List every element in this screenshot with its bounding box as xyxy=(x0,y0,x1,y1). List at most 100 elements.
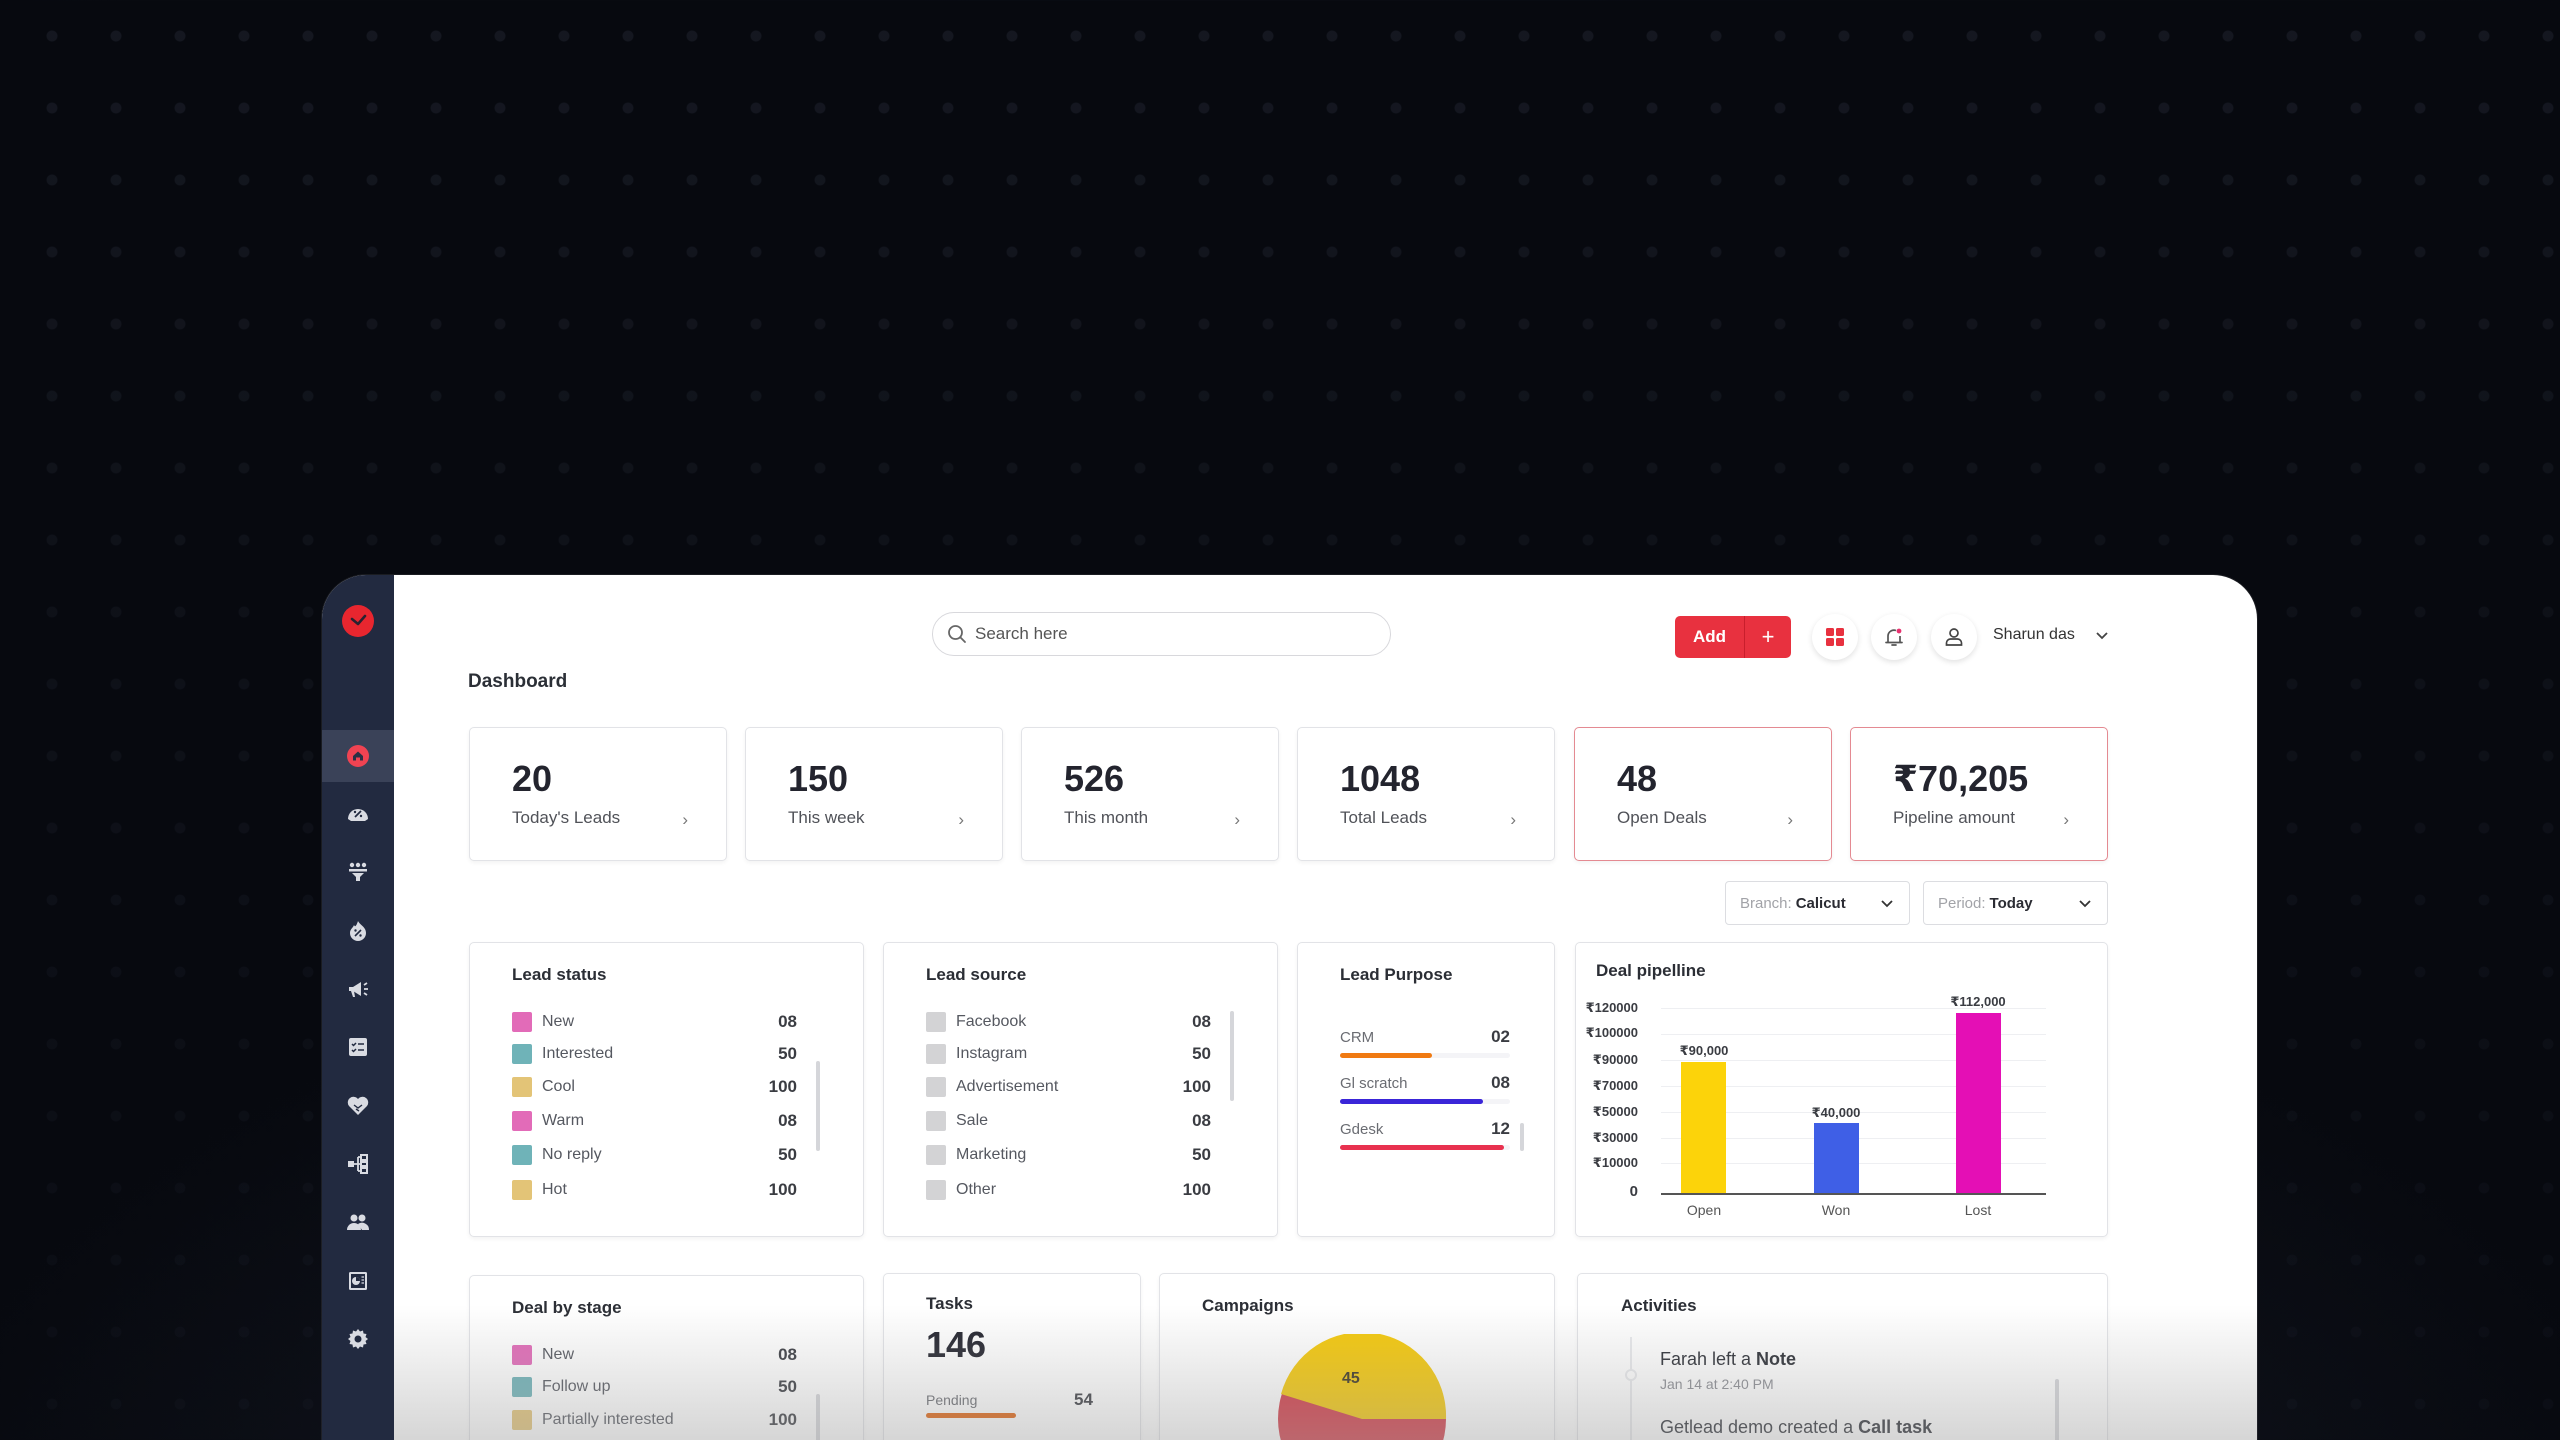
scrollbar[interactable] xyxy=(2055,1379,2059,1440)
card-title: Deal by stage xyxy=(512,1298,622,1317)
legend-item[interactable]: New 08 xyxy=(512,1344,797,1366)
legend-swatch xyxy=(926,1044,946,1064)
sidebar-item-tasks[interactable] xyxy=(322,1021,394,1073)
y-tick: 0 xyxy=(1629,1183,1638,1200)
stat-card-this-month[interactable]: 526 This month › xyxy=(1021,727,1279,861)
legend-swatch xyxy=(512,1410,532,1430)
sidebar-item-customers[interactable] xyxy=(322,1080,394,1132)
purpose-item[interactable]: Gdesk 12 xyxy=(1340,1119,1510,1150)
legend-item[interactable]: Hot 100 xyxy=(512,1179,797,1201)
sidebar-item-users[interactable] xyxy=(322,1196,394,1248)
sidebar-item-reports[interactable] xyxy=(322,1255,394,1307)
stat-card-total-leads[interactable]: 1048 Total Leads › xyxy=(1297,727,1555,861)
checklist-icon xyxy=(349,1038,367,1056)
period-select[interactable]: Period: Today xyxy=(1923,881,2108,925)
report-icon xyxy=(349,1272,367,1290)
timeline-dot xyxy=(1625,1369,1637,1381)
legend-item[interactable]: Sale 08 xyxy=(926,1110,1211,1132)
scrollbar[interactable] xyxy=(816,1061,820,1151)
org-chart-icon xyxy=(348,1154,368,1174)
add-button[interactable]: Add + xyxy=(1675,616,1791,658)
stat-label: Today's Leads xyxy=(512,808,621,827)
legend-item[interactable]: Partially interested 100 xyxy=(512,1409,797,1431)
y-tick: ₹120000 xyxy=(1585,1000,1638,1015)
activity-item[interactable]: Farah left a Note Jan 14 at 2:40 PM xyxy=(1660,1349,1796,1392)
legend-item[interactable]: No reply 50 xyxy=(512,1144,797,1166)
tasks-pending-label: Pending xyxy=(926,1392,978,1408)
deal-by-stage-card: Deal by stage New 08 Follow up 50 Partiall… xyxy=(469,1275,864,1440)
stat-value: 20 xyxy=(512,758,553,799)
legend-swatch xyxy=(926,1180,946,1200)
activity-text: Farah left a Note xyxy=(1660,1349,1797,1369)
purpose-item[interactable]: Gl scratch 08 xyxy=(1340,1073,1510,1104)
sidebar-item-deals[interactable] xyxy=(322,905,394,957)
tasks-pending-value: 54 xyxy=(1074,1390,1093,1409)
chevron-right-icon: › xyxy=(2063,810,2069,829)
legend-item[interactable]: Follow up 50 xyxy=(512,1376,797,1398)
y-tick: ₹90000 xyxy=(1592,1052,1638,1067)
chevron-right-icon: › xyxy=(1510,810,1516,829)
scrollbar[interactable] xyxy=(816,1394,820,1440)
legend-value: 100 xyxy=(1182,1180,1211,1199)
user-name[interactable]: Sharun das xyxy=(1993,626,2075,643)
scrollbar[interactable] xyxy=(1520,1123,1524,1151)
bar-lost[interactable] xyxy=(1956,1013,2001,1193)
legend-item[interactable]: Marketing 50 xyxy=(926,1144,1211,1166)
legend-swatch xyxy=(512,1111,532,1131)
chevron-down-icon[interactable] xyxy=(2094,627,2110,643)
scrollbar[interactable] xyxy=(1230,1011,1234,1101)
sidebar-item-dashboard[interactable] xyxy=(322,788,394,840)
bar-won[interactable] xyxy=(1814,1123,1859,1193)
purpose-label: Gl scratch xyxy=(1340,1075,1408,1092)
legend-swatch xyxy=(926,1077,946,1097)
legend-value: 100 xyxy=(768,1410,797,1429)
stat-card-pipeline-amount[interactable]: ₹70,205 Pipeline amount › xyxy=(1850,727,2108,861)
purpose-label: CRM xyxy=(1340,1029,1375,1046)
stat-card-todays-leads[interactable]: 20 Today's Leads › xyxy=(469,727,727,861)
apps-grid-button[interactable] xyxy=(1812,614,1858,660)
bar-open[interactable] xyxy=(1681,1062,1726,1193)
campaigns-pie-chart[interactable] xyxy=(1277,1334,1447,1440)
legend-item[interactable]: Instagram 50 xyxy=(926,1043,1211,1065)
legend-item[interactable]: Advertisement 100 xyxy=(926,1076,1211,1098)
legend-item[interactable]: Other 100 xyxy=(926,1179,1211,1201)
sidebar-item-leads-funnel[interactable] xyxy=(322,846,394,898)
legend-item[interactable]: New 08 xyxy=(512,1011,797,1033)
sidebar-item-hierarchy[interactable] xyxy=(322,1138,394,1190)
y-tick: ₹50000 xyxy=(1592,1104,1638,1119)
handshake-heart-icon xyxy=(347,1096,369,1115)
search-bar[interactable] xyxy=(932,612,1391,656)
user-profile-button[interactable] xyxy=(1931,614,1977,660)
legend-item[interactable]: Facebook 08 xyxy=(926,1011,1211,1033)
campaigns-card: Campaigns 45 xyxy=(1159,1273,1555,1440)
activity-time: Jan 14 at 2:40 PM xyxy=(1660,1376,1774,1392)
user-icon xyxy=(1945,628,1963,646)
app-logo[interactable] xyxy=(342,605,374,637)
sidebar-item-campaigns[interactable] xyxy=(322,963,394,1015)
legend-label: Sale xyxy=(956,1112,989,1129)
legend-label: No reply xyxy=(542,1146,602,1163)
sidebar-item-settings[interactable] xyxy=(322,1313,394,1365)
notifications-button[interactable] xyxy=(1871,614,1917,660)
sidebar-item-home[interactable] xyxy=(322,730,394,782)
stat-label: Total Leads xyxy=(1340,808,1427,827)
legend-item[interactable]: Warm 08 xyxy=(512,1110,797,1132)
branch-select[interactable]: Branch: Calicut xyxy=(1725,881,1910,925)
lead-status-card: Lead status New 08 Interested 50 Cool 100 W… xyxy=(469,942,864,1237)
legend-value: 08 xyxy=(778,1345,797,1364)
branch-select-value: Calicut xyxy=(1795,894,1846,912)
search-icon xyxy=(948,625,966,643)
search-input[interactable] xyxy=(975,624,1355,644)
card-title: Lead source xyxy=(926,965,1027,984)
legend-item[interactable]: Cool 100 xyxy=(512,1076,797,1098)
legend-value: 100 xyxy=(768,1180,797,1199)
progress-bar xyxy=(1340,1099,1483,1104)
page-title: Dashboard xyxy=(468,671,568,692)
activity-item[interactable]: Getlead demo created a Call task xyxy=(1660,1417,1932,1438)
timeline-line xyxy=(1630,1337,1632,1440)
legend-value: 50 xyxy=(778,1145,797,1164)
stat-card-this-week[interactable]: 150 This week › xyxy=(745,727,1003,861)
legend-item[interactable]: Interested 50 xyxy=(512,1043,797,1065)
stat-card-open-deals[interactable]: 48 Open Deals › xyxy=(1574,727,1832,861)
purpose-item[interactable]: CRM 02 xyxy=(1340,1027,1510,1058)
